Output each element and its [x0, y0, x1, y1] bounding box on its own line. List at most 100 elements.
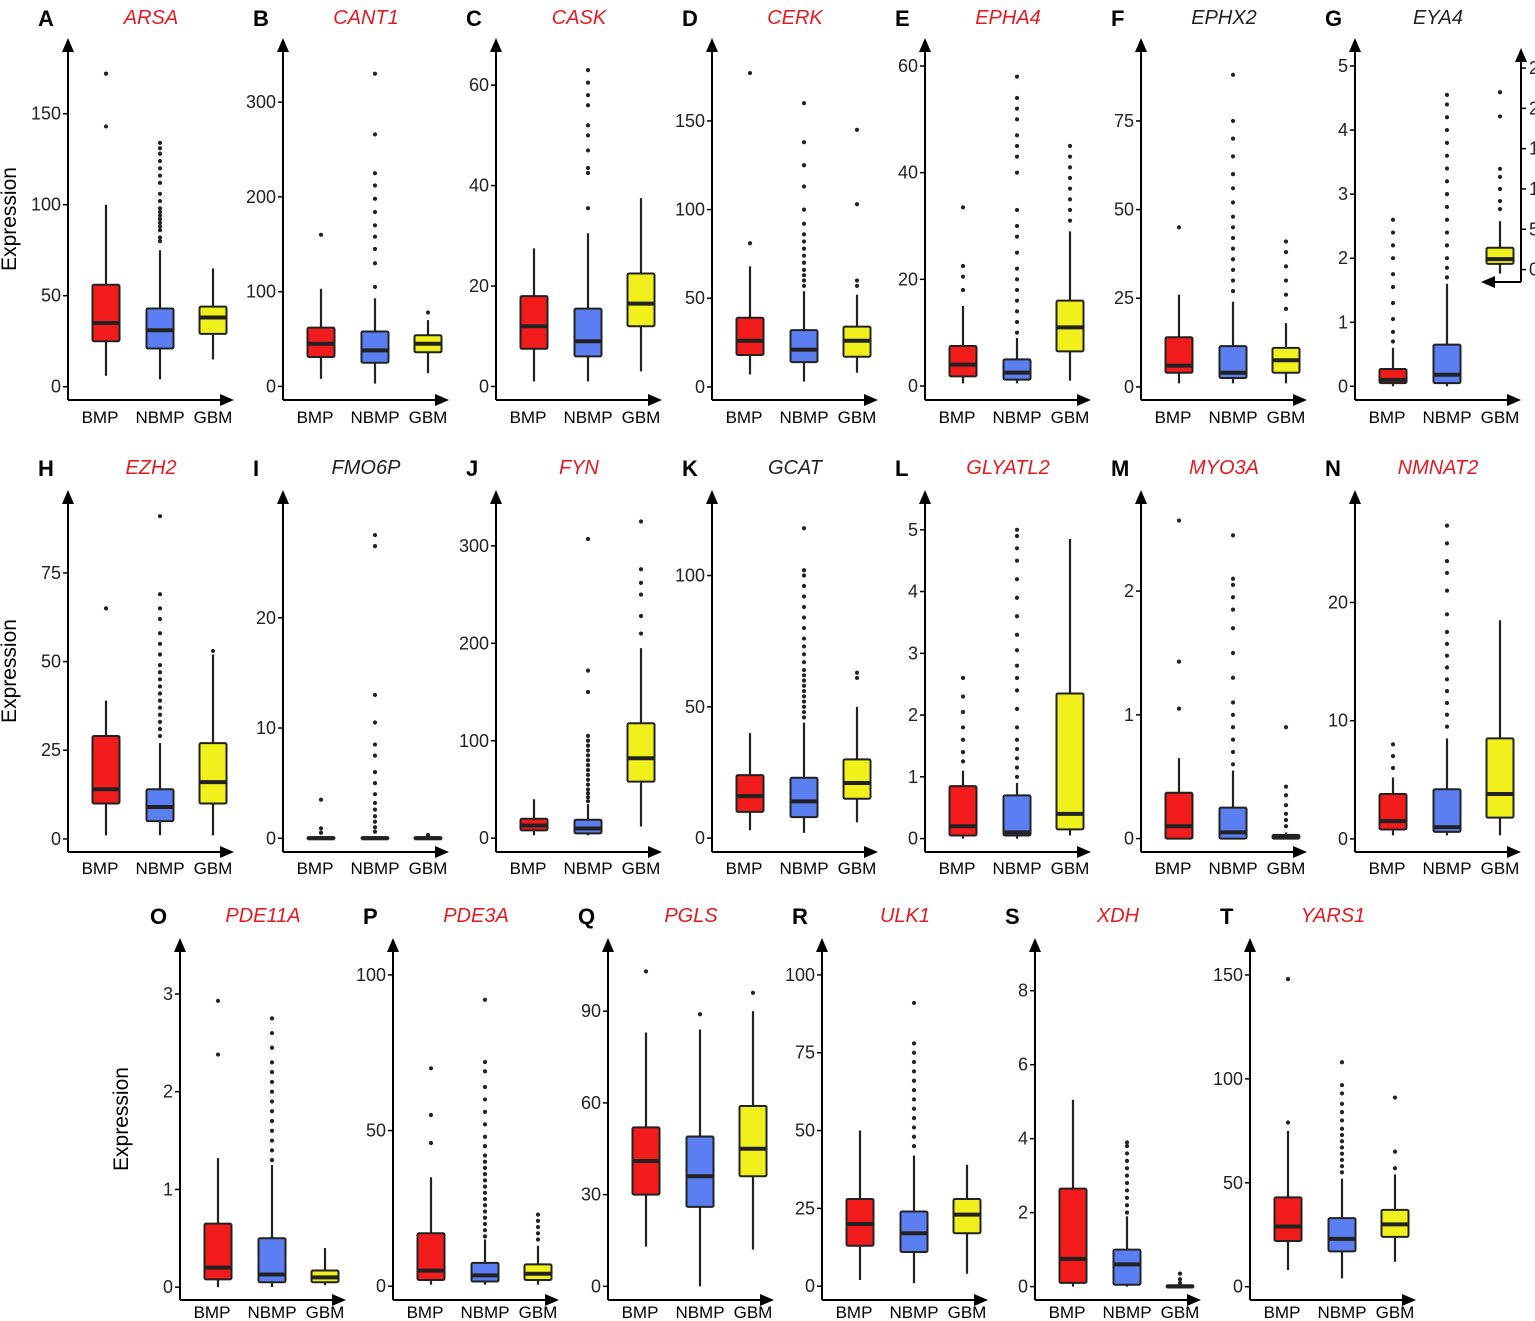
box-iqr	[789, 776, 819, 819]
outlier-point	[1014, 527, 1020, 532]
outlier-point	[215, 998, 221, 1003]
outlier-point	[1230, 267, 1236, 272]
outlier-point	[269, 1045, 275, 1050]
outlier-point	[535, 1237, 541, 1242]
category-label: GBM	[838, 408, 877, 427]
outlier-point	[269, 1089, 275, 1094]
y-tick-label: 60	[469, 75, 489, 95]
outlier-point	[1014, 207, 1020, 213]
category-label: NBMP	[135, 408, 184, 427]
outlier-point	[1497, 166, 1503, 171]
box-GBM	[310, 1248, 340, 1286]
panel-letter: F	[1111, 6, 1124, 31]
category-label: NBMP	[460, 1303, 509, 1321]
outlier-point	[157, 616, 163, 622]
outlier-point	[1390, 742, 1396, 747]
outlier-point	[1230, 246, 1236, 251]
outlier-point	[157, 631, 163, 636]
outlier-point	[1230, 186, 1236, 191]
outlier-point	[1230, 576, 1236, 581]
outlier-point	[911, 1041, 917, 1046]
y-tick-label: 30	[581, 1185, 601, 1205]
outlier-point	[1444, 230, 1450, 235]
outlier-point	[801, 594, 807, 599]
outlier-point	[801, 683, 807, 688]
outlier-point	[911, 1087, 917, 1093]
panel-T: T YARS1 0 50 100 150 BMP NBMP GBM	[1213, 904, 1416, 1321]
outlier-point	[269, 1099, 275, 1104]
outlier-point	[157, 173, 163, 178]
panel-L: L GLYATL2 0 1 2 3 4 5 BMP NBMP GBM	[895, 456, 1091, 878]
outlier-point	[1390, 272, 1396, 277]
outlier-point	[801, 267, 807, 272]
outlier-point	[372, 720, 378, 725]
outlier-point	[1124, 1210, 1130, 1215]
panel-R: R ULK1 0 25 50 75 100 BMP NBMP GBM	[785, 904, 988, 1321]
outlier-point	[1124, 1158, 1130, 1163]
outlier-point	[585, 791, 591, 796]
outlier-point	[960, 759, 966, 764]
outlier-point	[157, 146, 163, 151]
box-NBMP	[899, 1000, 929, 1284]
outlier-point	[1067, 197, 1073, 202]
box-BMP	[519, 799, 549, 836]
outlier-point	[1444, 153, 1450, 158]
category-label: GBM	[1376, 1303, 1415, 1321]
gene-title: XDH	[1096, 905, 1140, 927]
category-label: BMP	[836, 1303, 873, 1321]
y-tick-label: 2	[1018, 1203, 1028, 1223]
outlier-point	[585, 763, 591, 768]
box-iqr	[842, 758, 872, 800]
box-NBMP	[1112, 1140, 1142, 1287]
outlier-point	[157, 191, 163, 196]
y-tick-label: 0	[1124, 829, 1134, 849]
y-axis-arrow	[1349, 38, 1361, 52]
outlier-point	[1444, 712, 1450, 717]
outlier-point	[482, 1172, 488, 1177]
y-tick-label: 75	[41, 563, 61, 583]
category-label: BMP	[194, 1303, 231, 1321]
outlier-point	[1230, 626, 1236, 631]
outlier-point	[1444, 127, 1450, 133]
outlier-point	[1444, 677, 1450, 682]
box-BMP	[845, 1130, 875, 1280]
panel-B: B CANT1 0 100 200 300 BMP NBMP GBM	[246, 6, 449, 427]
outlier-point	[1124, 1166, 1130, 1171]
y-tick-label: 25	[795, 1198, 815, 1218]
y-axis-arrow	[1029, 938, 1041, 952]
y-axis-arrow	[706, 490, 718, 504]
y-tick-right-label: 5	[1529, 219, 1535, 239]
outlier-point	[482, 1097, 488, 1102]
outlier-point	[157, 166, 163, 171]
outlier-point	[103, 71, 109, 76]
box-NBMP	[360, 532, 390, 841]
y-axis-arrow	[816, 938, 828, 952]
box-BMP	[735, 70, 765, 375]
box-GBM	[1165, 1271, 1195, 1289]
category-label: NBMP	[1422, 859, 1471, 878]
outlier-point	[801, 667, 807, 673]
box-GBM	[523, 1212, 553, 1285]
outlier-point	[372, 196, 378, 201]
box-GBM	[626, 519, 656, 827]
y-tick-label: 0	[479, 376, 489, 396]
category-label: BMP	[1264, 1303, 1301, 1321]
outlier-point	[1230, 607, 1236, 612]
outlier-point	[1283, 306, 1289, 311]
outlier-point	[1444, 243, 1450, 248]
outlier-point	[801, 673, 807, 678]
category-label: GBM	[1267, 408, 1306, 427]
category-label: GBM	[948, 1303, 987, 1321]
outlier-point	[1014, 746, 1020, 752]
y-tick-label: 60	[898, 56, 918, 76]
outlier-point	[428, 1066, 434, 1071]
y-tick-label: 300	[459, 536, 489, 556]
y-axis-arrow	[1135, 490, 1147, 504]
outlier-point	[1124, 1151, 1130, 1156]
y-axis-right-base-arrow	[1481, 276, 1495, 288]
outlier-point	[801, 704, 807, 709]
outlier-point	[157, 213, 163, 218]
box-BMP	[91, 71, 121, 376]
outlier-point	[535, 1218, 541, 1223]
outlier-point	[585, 103, 591, 108]
